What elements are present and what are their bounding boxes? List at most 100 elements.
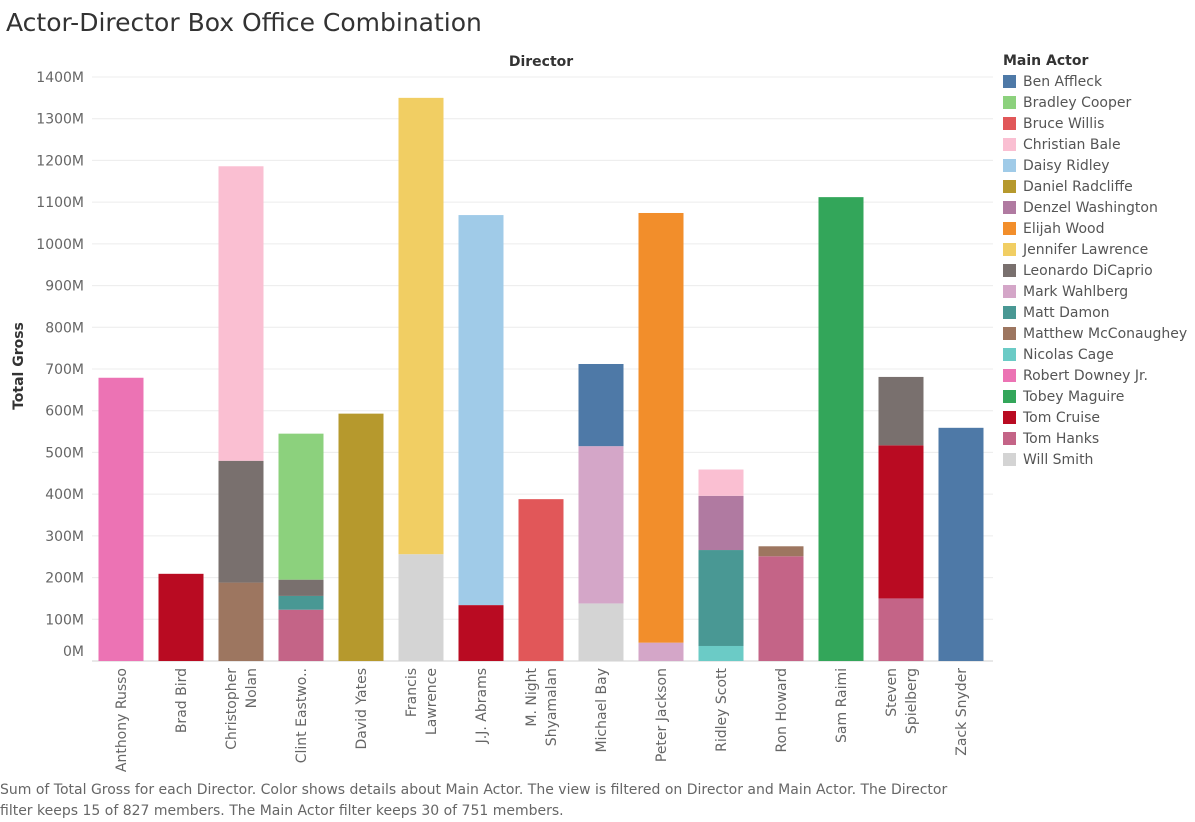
legend-swatch: [1003, 348, 1016, 361]
legend-label: Mark Wahlberg: [1023, 283, 1129, 300]
legend-label: Denzel Washington: [1023, 199, 1158, 216]
legend-item[interactable]: Bruce Willis: [1003, 113, 1187, 134]
bar-segment[interactable]: [278, 595, 324, 610]
y-tick-label: 900M: [45, 279, 84, 295]
legend-item[interactable]: Nicolas Cage: [1003, 344, 1187, 365]
y-tick-label: 1000M: [36, 237, 84, 253]
bar-segment[interactable]: [398, 97, 444, 555]
legend-item[interactable]: Elijah Wood: [1003, 218, 1187, 239]
y-tick-label: 1100M: [36, 195, 84, 211]
y-tick-label: 1300M: [36, 112, 84, 128]
bar-segment[interactable]: [218, 582, 264, 661]
bar-segment[interactable]: [638, 642, 684, 661]
legend-label: Leonardo DiCaprio: [1023, 262, 1153, 279]
legend-item[interactable]: Tobey Maguire: [1003, 386, 1187, 407]
x-tick-label: Spielberg: [904, 668, 920, 734]
bar-segment[interactable]: [878, 376, 924, 446]
legend-swatch: [1003, 411, 1016, 424]
legend-swatch: [1003, 327, 1016, 340]
bar-segment[interactable]: [458, 605, 504, 661]
y-tick-label: 400M: [45, 487, 84, 503]
bar-segment[interactable]: [218, 460, 264, 583]
legend-swatch: [1003, 75, 1016, 88]
legend-item[interactable]: Denzel Washington: [1003, 197, 1187, 218]
bar-segment[interactable]: [758, 546, 804, 557]
legend-item[interactable]: Jennifer Lawrence: [1003, 239, 1187, 260]
x-tick-label: M. Night: [524, 667, 540, 726]
legend-item[interactable]: Matthew McConaughey: [1003, 323, 1187, 344]
legend-item[interactable]: Robert Downey Jr.: [1003, 365, 1187, 386]
bar-segment[interactable]: [398, 554, 444, 661]
bar-segment[interactable]: [338, 413, 384, 661]
legend-title: Main Actor: [1003, 53, 1089, 69]
legend-swatch: [1003, 159, 1016, 172]
legend-item[interactable]: Leonardo DiCaprio: [1003, 260, 1187, 281]
x-axis-title: Director: [509, 54, 573, 70]
legend: Main Actor Ben Affleck Bradley Cooper Bruc…: [1003, 53, 1187, 470]
bar-segment[interactable]: [818, 197, 864, 661]
x-tick-label: Sam Raimi: [834, 668, 850, 743]
y-tick-label: 300M: [45, 529, 84, 545]
bar-segment[interactable]: [518, 499, 564, 661]
legend-item[interactable]: Christian Bale: [1003, 134, 1187, 155]
legend-swatch: [1003, 369, 1016, 382]
bar-segment[interactable]: [218, 166, 264, 461]
bar-segment[interactable]: [578, 446, 624, 604]
legend-swatch: [1003, 264, 1016, 277]
bars: [98, 97, 984, 661]
legend-swatch: [1003, 96, 1016, 109]
x-tick-label: Clint Eastwo..: [294, 668, 310, 763]
bar-segment[interactable]: [698, 495, 744, 551]
bar-segment[interactable]: [578, 363, 624, 447]
legend-label: Tom Cruise: [1023, 409, 1101, 426]
legend-swatch: [1003, 390, 1016, 403]
bar-segment[interactable]: [698, 645, 744, 661]
y-tick-label: 200M: [45, 571, 84, 587]
y-tick-label: 500M: [45, 445, 84, 461]
legend-item[interactable]: Ben Affleck: [1003, 71, 1187, 92]
bar-segment[interactable]: [638, 212, 684, 643]
legend-item[interactable]: Tom Cruise: [1003, 407, 1187, 428]
bar-segment[interactable]: [278, 609, 324, 661]
legend-item[interactable]: Tom Hanks: [1003, 428, 1187, 449]
x-tick-label: Michael Bay: [594, 668, 610, 753]
x-tick-label: Brad Bird: [174, 668, 190, 733]
x-tick-label: Anthony Russo: [114, 668, 130, 772]
bar-segment[interactable]: [758, 556, 804, 661]
bar-segment[interactable]: [578, 603, 624, 661]
legend-label: Bradley Cooper: [1023, 94, 1132, 111]
bar-segment[interactable]: [158, 573, 204, 661]
bar-segment[interactable]: [98, 377, 144, 661]
x-tick-label: Shyamalan: [544, 668, 560, 746]
legend-swatch: [1003, 453, 1016, 466]
legend-label: Will Smith: [1023, 451, 1094, 468]
legend-item[interactable]: Matt Damon: [1003, 302, 1187, 323]
x-tick-label: Ron Howard: [774, 668, 790, 753]
y-tick-label: 1400M: [36, 70, 84, 86]
bar-segment[interactable]: [278, 579, 324, 596]
legend-swatch: [1003, 432, 1016, 445]
legend-label: Tobey Maguire: [1023, 388, 1125, 405]
legend-item[interactable]: Daisy Ridley: [1003, 155, 1187, 176]
legend-label: Matthew McConaughey: [1023, 325, 1188, 342]
legend-item[interactable]: Mark Wahlberg: [1003, 281, 1187, 302]
bar-segment[interactable]: [878, 445, 924, 599]
legend-item[interactable]: Daniel Radcliffe: [1003, 176, 1187, 197]
legend-label: Daisy Ridley: [1023, 157, 1110, 174]
x-tick-label: Christopher: [224, 668, 240, 750]
bar-segment[interactable]: [698, 550, 744, 646]
x-tick-label: Peter Jackson: [654, 668, 670, 762]
bar-segment[interactable]: [878, 598, 924, 661]
legend-swatch: [1003, 222, 1016, 235]
legend-item[interactable]: Will Smith: [1003, 449, 1187, 470]
legend-label: Daniel Radcliffe: [1023, 178, 1133, 195]
legend-items: Ben Affleck Bradley Cooper Bruce Willis Chr…: [1003, 71, 1187, 470]
bar-segment[interactable]: [458, 215, 504, 606]
bar-segment[interactable]: [278, 433, 324, 580]
legend-item[interactable]: Bradley Cooper: [1003, 92, 1187, 113]
x-axis-ticks: Anthony Russo Brad Bird Christopher Nolan Cl…: [114, 667, 970, 772]
legend-label: Ben Affleck: [1023, 73, 1103, 90]
bar-segment[interactable]: [698, 469, 744, 496]
legend-label: Bruce Willis: [1023, 115, 1105, 132]
bar-segment[interactable]: [938, 427, 984, 661]
